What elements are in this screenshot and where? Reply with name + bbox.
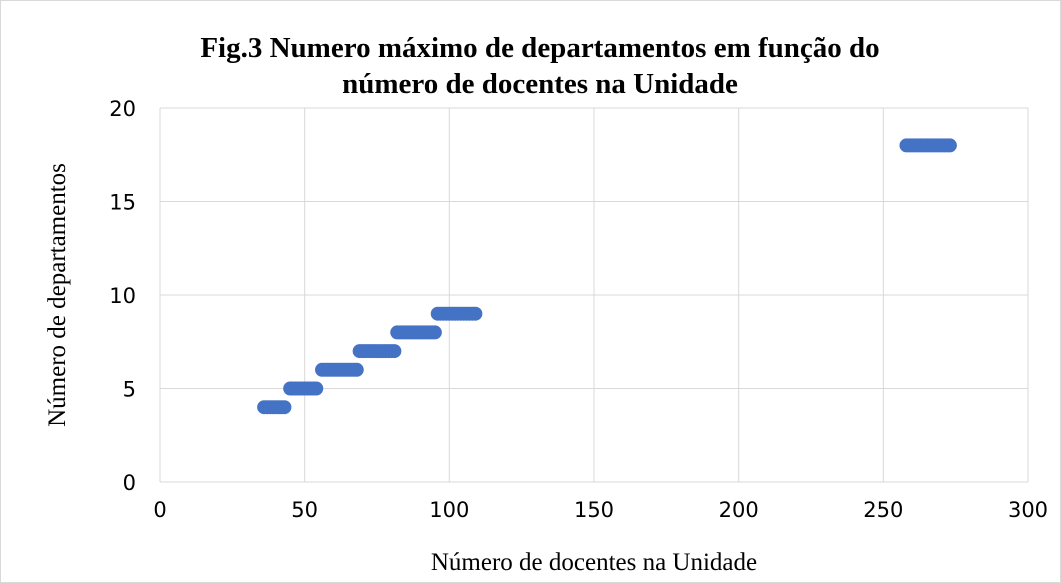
scatter-point bbox=[942, 138, 957, 153]
scatter-point bbox=[468, 306, 483, 321]
chart-title: número de docentes na Unidade bbox=[342, 68, 738, 100]
scatter-point bbox=[309, 381, 324, 396]
x-tick-label: 150 bbox=[574, 498, 614, 522]
x-tick-label: 0 bbox=[153, 498, 166, 522]
scatter-point bbox=[277, 400, 292, 415]
scatter-point bbox=[427, 325, 442, 340]
x-tick-label: 300 bbox=[1008, 498, 1048, 522]
y-tick-label: 10 bbox=[109, 284, 136, 308]
y-tick-label: 15 bbox=[109, 191, 136, 215]
scatter-point bbox=[349, 362, 364, 377]
y-tick-label: 0 bbox=[123, 471, 136, 495]
x-tick-label: 100 bbox=[429, 498, 469, 522]
chart-title: Fig.3 Numero máximo de departamentos em … bbox=[200, 32, 879, 64]
x-tick-label: 50 bbox=[291, 498, 318, 522]
x-tick-label: 250 bbox=[863, 498, 903, 522]
scatter-point bbox=[387, 344, 402, 359]
x-axis-title: Número de docentes na Unidade bbox=[431, 549, 757, 576]
y-axis-title: Número de departamentos bbox=[44, 163, 71, 427]
y-tick-label: 5 bbox=[123, 378, 136, 402]
x-tick-label: 200 bbox=[719, 498, 759, 522]
y-tick-label: 20 bbox=[109, 97, 136, 121]
